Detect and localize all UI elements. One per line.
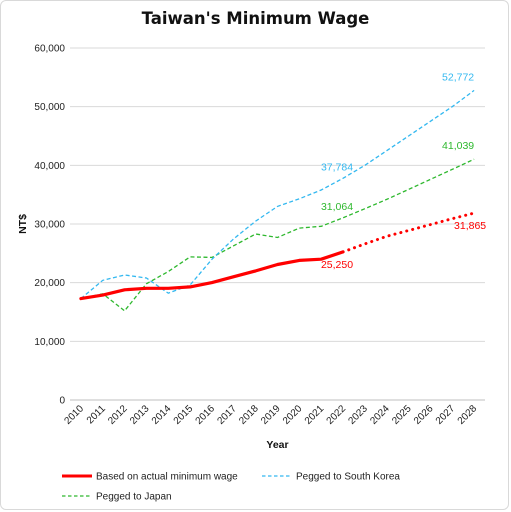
x-tick-label: 2015	[172, 403, 196, 427]
x-tick-label: 2014	[150, 403, 174, 427]
y-tick-label: 20,000	[34, 278, 65, 289]
series-line-south-korea	[80, 89, 475, 300]
x-tick-label: 2018	[237, 403, 261, 427]
legend-label: Based on actual minimum wage	[96, 472, 238, 483]
x-tick-label: 2012	[106, 403, 130, 427]
x-tick-label: 2017	[215, 403, 239, 427]
y-tick-label: 10,000	[34, 337, 65, 348]
y-tick-label: 50,000	[34, 102, 65, 113]
x-tick-label: 2010	[63, 403, 87, 427]
chart-title: Taiwan's Minimum Wage	[141, 9, 370, 28]
data-label: 31,064	[321, 201, 353, 213]
x-tick-label: 2024	[368, 403, 392, 427]
y-tick-label: 30,000	[34, 220, 65, 231]
y-tick-label: 60,000	[34, 44, 65, 55]
y-tick-label: 40,000	[34, 161, 65, 172]
series-line-actual-projection	[341, 211, 476, 254]
x-tick-label: 2022	[325, 403, 349, 427]
x-tick-label: 2019	[259, 403, 283, 427]
data-label: 41,039	[442, 140, 474, 152]
series-line-japan	[80, 158, 475, 312]
x-tick-label: 2025	[390, 403, 414, 427]
x-tick-label: 2027	[434, 403, 458, 427]
x-tick-label: 2023	[346, 403, 370, 427]
legend-label: Pegged to Japan	[96, 492, 172, 503]
x-tick-label: 2026	[412, 403, 436, 427]
data-label: 52,772	[442, 71, 474, 83]
x-tick-label: 2011	[85, 403, 108, 426]
x-axis-title: Year	[266, 439, 288, 451]
y-tick-label: 0	[59, 396, 65, 407]
x-tick-label: 2021	[303, 403, 327, 427]
x-tick-label: 2013	[128, 403, 152, 427]
data-label: 37,784	[321, 161, 353, 173]
y-axis-title: NT$	[17, 214, 29, 234]
series-line-actual	[79, 250, 345, 301]
x-tick-label: 2016	[194, 403, 218, 427]
data-label: 25,250	[321, 259, 353, 271]
data-label: 31,865	[454, 220, 486, 232]
x-tick-label: 2028	[456, 403, 480, 427]
x-tick-label: 2020	[281, 403, 305, 427]
legend-label: Pegged to South Korea	[296, 472, 400, 483]
